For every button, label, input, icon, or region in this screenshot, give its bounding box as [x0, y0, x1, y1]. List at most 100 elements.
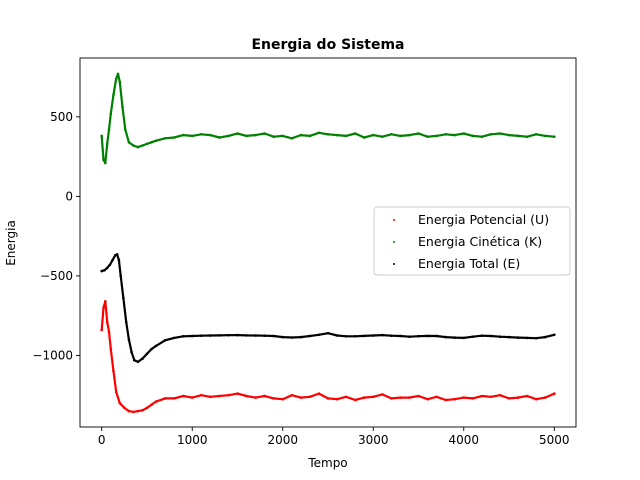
legend-label-total: Energia Total (E)	[418, 256, 520, 271]
data-point	[543, 134, 547, 138]
data-point	[119, 274, 122, 278]
data-point	[444, 335, 448, 339]
data-point	[114, 77, 118, 80]
data-point	[435, 134, 438, 138]
data-point	[172, 336, 176, 340]
data-point	[471, 134, 475, 138]
data-point	[480, 334, 484, 338]
data-point	[326, 331, 330, 335]
data-point	[471, 335, 475, 339]
data-point	[263, 334, 266, 338]
data-point	[534, 336, 538, 340]
data-point	[181, 394, 185, 398]
data-point	[127, 409, 131, 413]
data-point	[426, 135, 429, 138]
data-point	[190, 134, 194, 138]
x-tick-label: 2000	[267, 433, 298, 447]
data-point	[227, 393, 230, 397]
data-point	[102, 306, 105, 310]
data-point	[543, 396, 547, 399]
data-point	[408, 335, 411, 339]
data-point	[200, 133, 203, 136]
data-point	[507, 397, 511, 400]
data-point	[109, 112, 113, 115]
data-point	[281, 397, 285, 401]
data-point	[353, 132, 357, 135]
data-point	[122, 296, 125, 300]
data-point	[480, 135, 484, 138]
data-point	[200, 334, 203, 338]
data-point	[141, 409, 144, 412]
data-point	[236, 333, 239, 337]
data-point	[105, 320, 109, 324]
data-point	[150, 141, 153, 144]
data-point	[516, 336, 520, 339]
data-point	[498, 393, 502, 397]
data-point	[553, 333, 556, 337]
data-point	[372, 395, 375, 399]
data-point	[299, 396, 303, 399]
data-point	[104, 161, 107, 165]
data-point	[272, 334, 276, 338]
y-tick-label: 0	[65, 189, 73, 203]
data-point	[263, 394, 266, 398]
x-axis: 0 1000 2000 3000 4000 5000	[98, 427, 570, 447]
plot-frame	[79, 57, 577, 428]
data-point	[100, 328, 103, 332]
data-point	[435, 395, 438, 399]
data-point	[489, 133, 493, 136]
data-point	[100, 269, 103, 273]
data-point	[290, 137, 294, 140]
data-point	[112, 370, 115, 373]
data-point	[254, 334, 257, 337]
data-point	[417, 334, 420, 338]
data-point	[462, 336, 466, 340]
data-point	[290, 393, 294, 397]
data-point	[399, 334, 402, 338]
data-point	[317, 333, 321, 337]
data-point	[127, 141, 131, 144]
y-axis-label: Energia	[4, 220, 18, 266]
data-point	[121, 106, 124, 109]
data-point	[553, 135, 556, 138]
data-point	[543, 335, 547, 339]
data-point	[118, 401, 122, 405]
data-point	[254, 396, 257, 399]
data-point	[344, 335, 348, 338]
data-point	[480, 394, 484, 398]
data-point	[317, 392, 321, 395]
data-point	[104, 300, 107, 303]
data-point	[525, 394, 529, 398]
data-point	[444, 133, 448, 136]
data-point	[118, 80, 122, 84]
data-point	[516, 134, 520, 138]
data-point	[236, 392, 239, 395]
data-point	[426, 397, 429, 401]
data-point	[353, 398, 357, 402]
data-point	[209, 133, 212, 137]
data-point	[172, 136, 176, 139]
data-point	[462, 132, 466, 135]
data-point	[107, 128, 111, 131]
data-point	[154, 139, 158, 142]
data-point	[353, 335, 357, 338]
data-point	[200, 393, 203, 397]
data-point	[105, 266, 109, 270]
data-point	[390, 133, 393, 136]
data-point	[525, 135, 529, 138]
data-point	[399, 134, 402, 138]
data-point	[362, 334, 366, 338]
x-tick-label: 4000	[448, 433, 479, 447]
data-point	[132, 410, 135, 414]
data-point	[218, 394, 221, 398]
data-point	[117, 258, 121, 262]
data-point	[145, 406, 149, 410]
legend-label-cinetica: Energia Cinética (K)	[418, 234, 542, 249]
data-point	[263, 132, 266, 135]
data-point	[498, 335, 502, 339]
data-point	[172, 397, 176, 400]
data-point	[399, 396, 402, 399]
data-point	[145, 142, 149, 146]
data-point	[163, 397, 167, 400]
